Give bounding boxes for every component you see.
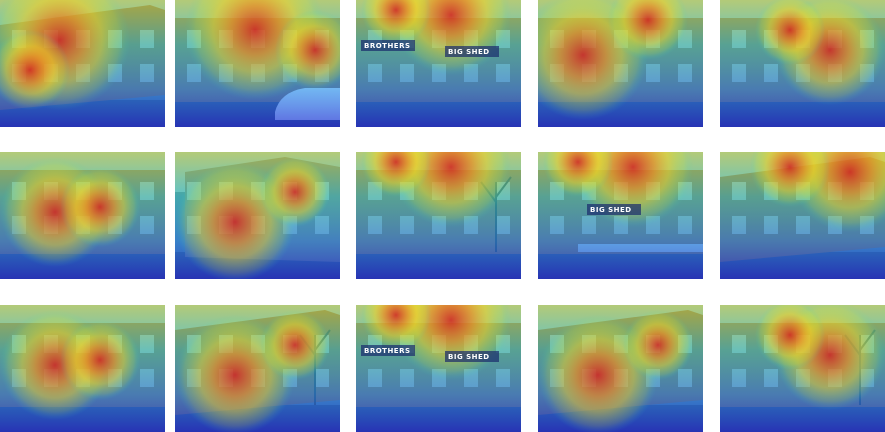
heat-hotspot: [608, 0, 688, 60]
heat-hotspot: [623, 310, 693, 380]
shop-sign: BIG SHED: [448, 48, 490, 56]
heatmap-tile: [0, 305, 165, 432]
tile-image: [0, 152, 165, 279]
heat-hotspot: [361, 305, 431, 350]
tile-image: [538, 0, 703, 127]
shop-sign-bg: [361, 40, 415, 51]
shop-sign: BROTHERS: [364, 347, 411, 355]
heatmap-tile: [720, 0, 885, 127]
heatmap-tile: [175, 0, 340, 127]
heatmap-tile: [538, 0, 703, 127]
heatmap-tile: [175, 152, 340, 279]
heatmap-tile: BROTHERS BIG SHED: [356, 0, 521, 127]
shop-sign-bg: [445, 351, 499, 362]
tile-image: BIG SHED: [538, 152, 703, 279]
heatmap-tile: [538, 305, 703, 432]
heatmap-tile: BIG SHED: [538, 152, 703, 279]
shop-sign: BIG SHED: [448, 353, 490, 361]
tile-image: BROTHERS BIG SHED: [356, 0, 521, 127]
heat-hotspot: [755, 0, 825, 65]
tile-image: [720, 152, 885, 279]
tile-image: [0, 305, 165, 432]
tile-image: [175, 305, 340, 432]
tile-image: [175, 0, 340, 127]
shop-sign-bg: [361, 345, 415, 356]
heat-hotspot: [361, 152, 431, 197]
heat-hotspot: [260, 157, 330, 227]
shop-sign: BROTHERS: [364, 42, 411, 50]
tile-image: BROTHERS BIG SHED: [356, 305, 521, 432]
heatmap-tile: [720, 152, 885, 279]
tile-image: [0, 0, 165, 127]
tile-image: [720, 0, 885, 127]
shop-sign-bg: [445, 46, 499, 57]
heat-hotspot: [755, 305, 825, 370]
shop-sign: BIG SHED: [590, 206, 632, 214]
heatmap-tile: [0, 0, 165, 127]
heat-hotspot: [543, 152, 613, 197]
heatmap-tile: BROTHERS BIG SHED: [356, 305, 521, 432]
heatmap-tile: [720, 305, 885, 432]
heatmap-tile: [175, 305, 340, 432]
shop-sign-bg: [587, 204, 641, 215]
heat-hotspot: [361, 0, 431, 45]
tile-image: [175, 152, 340, 279]
heat-hotspot: [275, 10, 340, 90]
heat-hotspot: [60, 167, 140, 247]
heat-hotspot: [0, 30, 70, 110]
heat-hotspot: [750, 152, 830, 207]
heatmap-tile: [356, 152, 521, 279]
tile-image: [538, 305, 703, 432]
tile-image: [720, 305, 885, 432]
tile-image: [356, 152, 521, 279]
heatmap-tile: [0, 152, 165, 279]
heat-hotspot: [60, 320, 140, 400]
heat-hotspot: [260, 310, 330, 380]
